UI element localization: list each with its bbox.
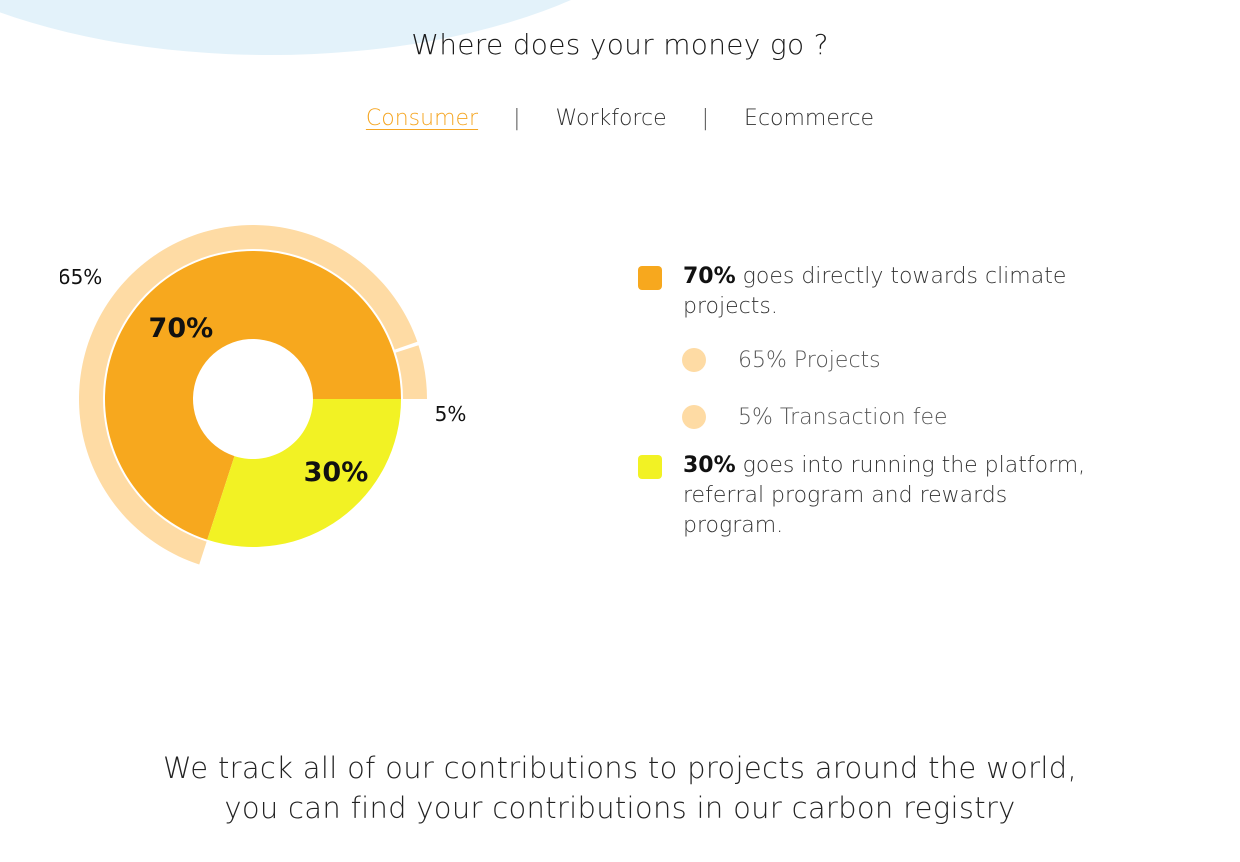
legend-subitem-projects: 65% Projects — [638, 346, 1108, 376]
climate-percent: 70% — [683, 264, 736, 289]
legend-item-climate: 70% goes directly towards climate projec… — [638, 262, 1108, 322]
footer-line-1: We track all of our contributions to pro… — [163, 751, 1077, 785]
section-heading: Where does your money go ? — [411, 28, 829, 61]
footer-text: We track all of our contributions to pro… — [0, 748, 1240, 828]
inner-segment-70 — [104, 251, 401, 540]
chart-legend: 70% goes directly towards climate projec… — [638, 262, 1108, 541]
outer-label-5: 5% — [435, 402, 467, 426]
platform-description: goes into running the platform, referral… — [683, 453, 1086, 538]
inner-label-70: 70% — [149, 313, 214, 344]
transaction-fee-label: 5% Transaction fee — [738, 405, 948, 430]
tab-separator: | — [513, 106, 521, 131]
projects-dot — [682, 348, 706, 372]
outer-label-65: 65% — [60, 265, 102, 289]
transaction-fee-dot — [682, 405, 706, 429]
footer-line-2: you can find your contributions in our c… — [224, 791, 1016, 825]
outer-segment-5 — [395, 345, 427, 399]
legend-subitem-transaction-fee: 5% Transaction fee — [638, 403, 1108, 433]
climate-swatch — [638, 266, 662, 290]
legend-item-platform: 30% goes into running the platform, refe… — [638, 451, 1108, 541]
climate-description: goes directly towards climate projects. — [683, 264, 1067, 319]
inner-label-30: 30% — [304, 457, 369, 488]
donut-chart: 70% 30% 65% 5% — [60, 225, 467, 565]
tab-workforce[interactable]: Workforce — [555, 106, 667, 131]
tab-separator: | — [701, 106, 710, 131]
tab-consumer[interactable]: Consumer — [365, 106, 479, 131]
platform-percent: 30% — [683, 453, 736, 478]
inner-segment-30 — [207, 399, 401, 547]
platform-swatch — [638, 455, 662, 479]
projects-label: 65% Projects — [738, 348, 881, 373]
tab-ecommerce[interactable]: Ecommerce — [744, 106, 875, 131]
tab-bar: Consumer | Workforce | Ecommerce — [0, 106, 1240, 131]
